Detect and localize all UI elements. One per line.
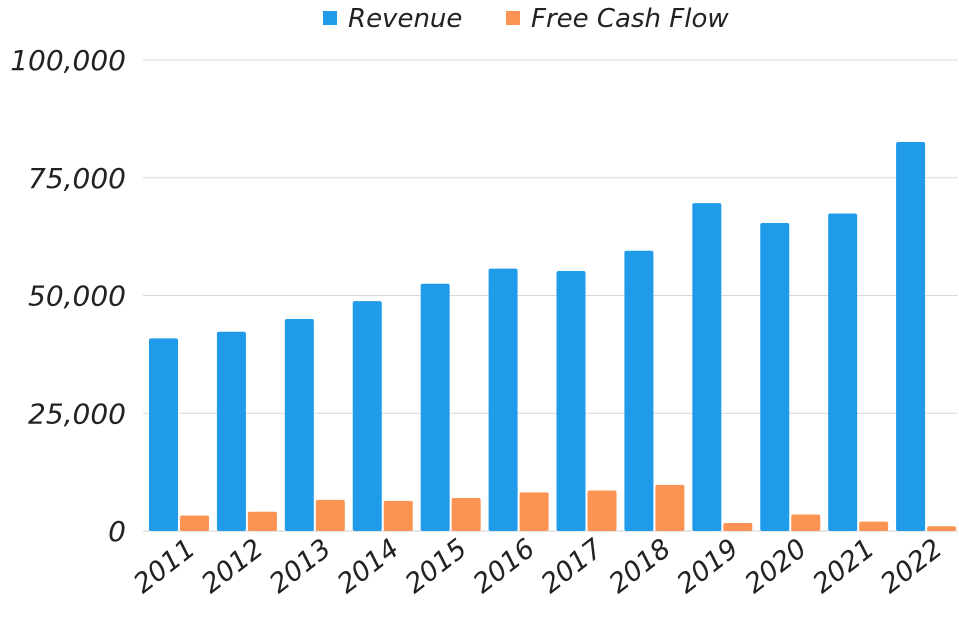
y-axis-ticks: 0 25,000 50,000 75,000 100,000: [10, 44, 126, 548]
x-tick-label: 2022: [875, 533, 948, 600]
bar-free-cash-flow: [927, 526, 957, 531]
x-tick-label: 2018: [603, 533, 676, 600]
bar-free-cash-flow: [315, 499, 345, 531]
x-tick-label: 2021: [807, 533, 880, 600]
bar-free-cash-flow: [655, 484, 685, 531]
y-tick-label: 25,000: [28, 397, 126, 430]
bar-free-cash-flow: [859, 521, 889, 531]
legend-label-free-cash-flow: Free Cash Flow: [531, 4, 729, 34]
x-axis-ticks: 2011201220132014201520162017201820192020…: [128, 533, 948, 600]
legend-label-revenue: Revenue: [348, 4, 462, 34]
gridlines: [143, 59, 958, 532]
bar-revenue: [352, 301, 382, 531]
bar-revenue: [760, 222, 790, 531]
bars: [149, 141, 957, 532]
x-tick-label: 2016: [468, 533, 541, 600]
bar-free-cash-flow: [451, 498, 481, 531]
y-tick-label: 0: [108, 515, 126, 548]
legend-swatch-free-cash-flow: [506, 11, 520, 25]
x-tick-label: 2020: [739, 533, 812, 600]
bar-revenue: [624, 250, 654, 531]
y-tick-label: 50,000: [28, 280, 126, 313]
bar-free-cash-flow: [519, 492, 549, 531]
x-tick-label: 2012: [196, 533, 269, 600]
x-tick-label: 2017: [536, 533, 609, 600]
bar-free-cash-flow: [383, 500, 413, 531]
bar-revenue: [420, 283, 450, 531]
bar-revenue: [896, 141, 926, 532]
bar-free-cash-flow: [791, 514, 821, 531]
bar-revenue: [556, 271, 586, 531]
bar-free-cash-flow: [247, 511, 277, 531]
bar-free-cash-flow: [723, 522, 753, 531]
bar-free-cash-flow: [587, 490, 617, 531]
legend: Revenue Free Cash Flow: [323, 4, 729, 34]
x-tick-label: 2015: [400, 533, 473, 600]
bar-revenue: [828, 213, 858, 531]
x-tick-label: 2014: [332, 533, 405, 600]
y-tick-label: 100,000: [10, 44, 126, 77]
bar-free-cash-flow: [180, 515, 209, 531]
y-tick-label: 75,000: [28, 162, 126, 195]
bar-revenue: [216, 331, 246, 531]
bar-revenue: [488, 268, 518, 531]
legend-swatch-revenue: [323, 11, 337, 25]
bar-revenue: [149, 338, 178, 531]
bar-revenue: [692, 203, 722, 531]
x-tick-label: 2013: [264, 533, 337, 600]
x-tick-label: 2019: [671, 533, 744, 600]
bar-revenue: [284, 319, 314, 531]
x-tick-label: 2011: [128, 533, 201, 600]
